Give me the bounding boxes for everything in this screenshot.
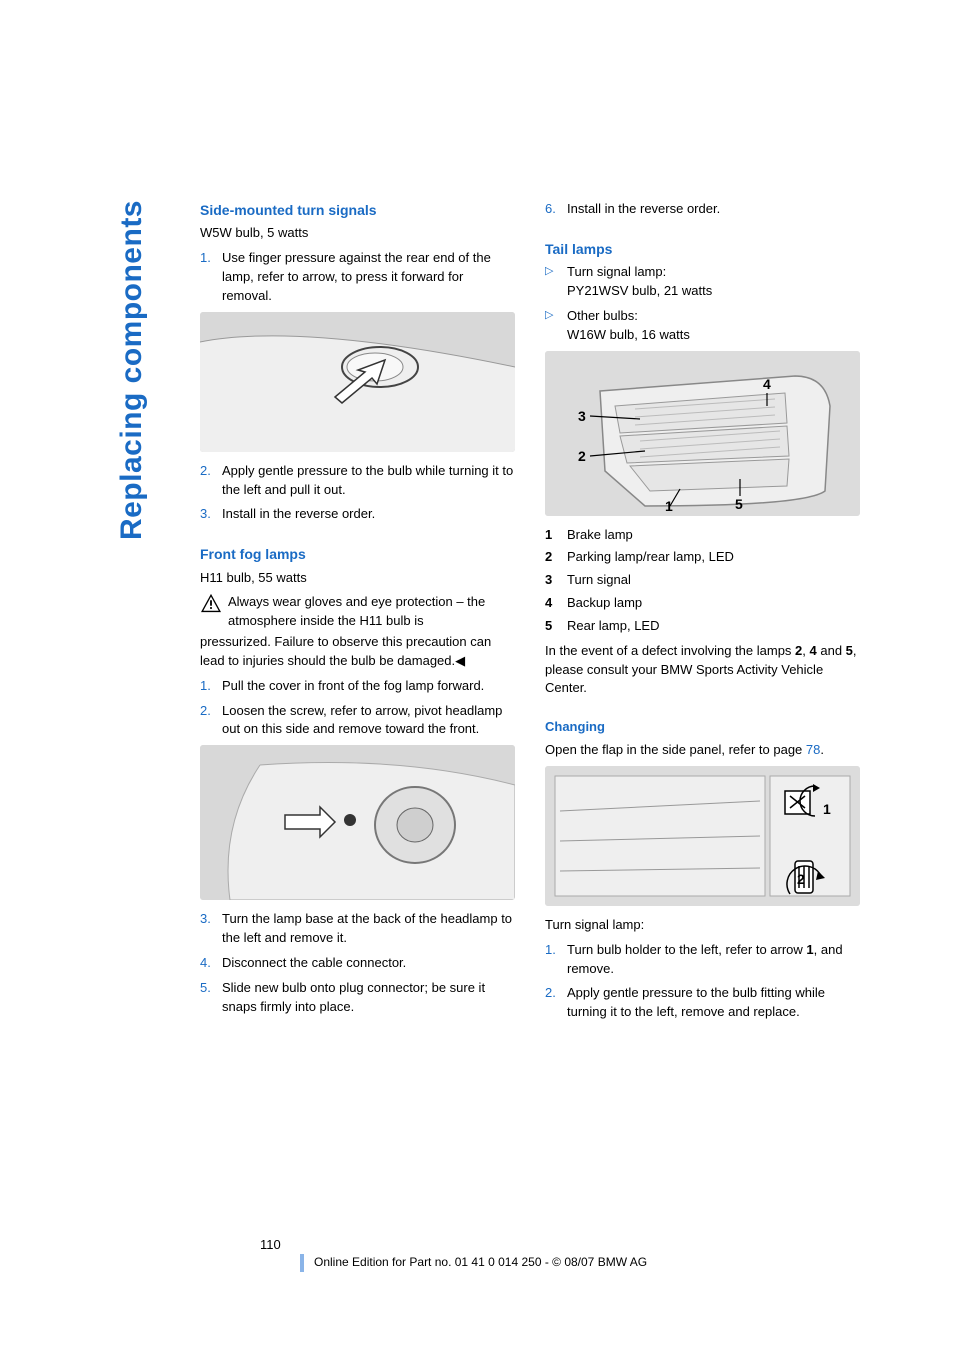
figure-side-signal	[200, 312, 515, 452]
step-number: 4.	[200, 954, 222, 973]
legend-2: 2Parking lamp/rear lamp, LED	[545, 548, 860, 567]
changing-intro: Open the flap in the side panel, refer t…	[545, 741, 860, 760]
tail-bullet-2: ▷ Other bulbs: W16W bulb, 16 watts	[545, 307, 860, 345]
step-number: 2.	[200, 462, 222, 500]
figure-changing: 1 2	[545, 766, 860, 906]
bullet-text: Turn signal lamp: PY21WSV bulb, 21 watts	[567, 263, 860, 301]
step-text: Turn the lamp base at the back of the he…	[222, 910, 515, 948]
heading-fog-lamps: Front fog lamps	[200, 544, 515, 564]
step-text: Install in the reverse order.	[222, 505, 515, 524]
bullet-text: Other bulbs: W16W bulb, 16 watts	[567, 307, 860, 345]
defect-note: In the event of a defect involving the l…	[545, 642, 860, 699]
step-number: 3.	[200, 910, 222, 948]
footer-text: Online Edition for Part no. 01 41 0 014 …	[300, 1254, 647, 1272]
step-text: Apply gentle pressure to the bulb while …	[222, 462, 515, 500]
step-text: Loosen the screw, refer to arrow, pivot …	[222, 702, 515, 740]
step-number: 2.	[200, 702, 222, 740]
heading-side-signals: Side-mounted turn signals	[200, 200, 515, 220]
section-side-label: Replacing components	[110, 200, 154, 540]
svg-text:2: 2	[797, 871, 805, 887]
svg-text:4: 4	[763, 376, 771, 392]
changing-step-2: 2. Apply gentle pressure to the bulb fit…	[545, 984, 860, 1022]
fog-step-6: 6. Install in the reverse order.	[545, 200, 860, 219]
heading-changing: Changing	[545, 718, 860, 737]
svg-text:5: 5	[735, 496, 743, 512]
fog-step-4: 4. Disconnect the cable connector.	[200, 954, 515, 973]
changing-step-1: 1. Turn bulb holder to the left, refer t…	[545, 941, 860, 979]
legend-3: 3Turn signal	[545, 571, 860, 590]
legend-4: 4Backup lamp	[545, 594, 860, 613]
warning-rest: pressurized. Failure to observe this pre…	[200, 634, 491, 668]
step-number: 2.	[545, 984, 567, 1022]
side-step-3: 3. Install in the reverse order.	[200, 505, 515, 524]
tail-bullet-1: ▷ Turn signal lamp: PY21WSV bulb, 21 wat…	[545, 263, 860, 301]
step-text: Slide new bulb onto plug connector; be s…	[222, 979, 515, 1017]
side-step-1: 1. Use finger pressure against the rear …	[200, 249, 515, 306]
step-number: 6.	[545, 200, 567, 219]
warning-icon	[200, 593, 222, 613]
warning-block: Always wear gloves and eye protection – …	[200, 593, 515, 670]
step-number: 1.	[200, 249, 222, 306]
svg-text:2: 2	[578, 448, 586, 464]
fog-step-5: 5. Slide new bulb onto plug connector; b…	[200, 979, 515, 1017]
legend-1: 1Brake lamp	[545, 526, 860, 545]
svg-text:3: 3	[578, 408, 586, 424]
heading-tail-lamps: Tail lamps	[545, 239, 860, 259]
spec-side-signals: W5W bulb, 5 watts	[200, 224, 515, 243]
step-number: 3.	[200, 505, 222, 524]
step-text: Use finger pressure against the rear end…	[222, 249, 515, 306]
spec-fog: H11 bulb, 55 watts	[200, 569, 515, 588]
bullet-icon: ▷	[545, 307, 567, 345]
figure-tail-lamp: 1 2 3 4 5	[545, 351, 860, 516]
page-content: Side-mounted turn signals W5W bulb, 5 wa…	[200, 200, 860, 1028]
step-text: Pull the cover in front of the fog lamp …	[222, 677, 515, 696]
step-text: Apply gentle pressure to the bulb fittin…	[567, 984, 860, 1022]
end-mark-icon: ◀	[455, 653, 465, 668]
right-column: 6. Install in the reverse order. Tail la…	[545, 200, 860, 1028]
legend-5: 5Rear lamp, LED	[545, 617, 860, 636]
fog-step-2: 2. Loosen the screw, refer to arrow, piv…	[200, 702, 515, 740]
step-number: 1.	[545, 941, 567, 979]
figure-fog-lamp	[200, 745, 515, 900]
fog-step-1: 1. Pull the cover in front of the fog la…	[200, 677, 515, 696]
page-number: 110	[260, 1236, 281, 1255]
warning-lead: Always wear gloves and eye protection – …	[228, 593, 515, 631]
step-number: 5.	[200, 979, 222, 1017]
left-column: Side-mounted turn signals W5W bulb, 5 wa…	[200, 200, 515, 1028]
step-text: Install in the reverse order.	[567, 200, 860, 219]
side-step-2: 2. Apply gentle pressure to the bulb whi…	[200, 462, 515, 500]
svg-text:1: 1	[665, 498, 673, 514]
page-link-78[interactable]: 78	[806, 742, 820, 757]
bullet-icon: ▷	[545, 263, 567, 301]
step-text: Turn bulb holder to the left, refer to a…	[567, 941, 860, 979]
step-text: Disconnect the cable connector.	[222, 954, 515, 973]
changing-lead: Turn signal lamp:	[545, 916, 860, 935]
svg-text:1: 1	[823, 801, 831, 817]
fog-step-3: 3. Turn the lamp base at the back of the…	[200, 910, 515, 948]
step-number: 1.	[200, 677, 222, 696]
